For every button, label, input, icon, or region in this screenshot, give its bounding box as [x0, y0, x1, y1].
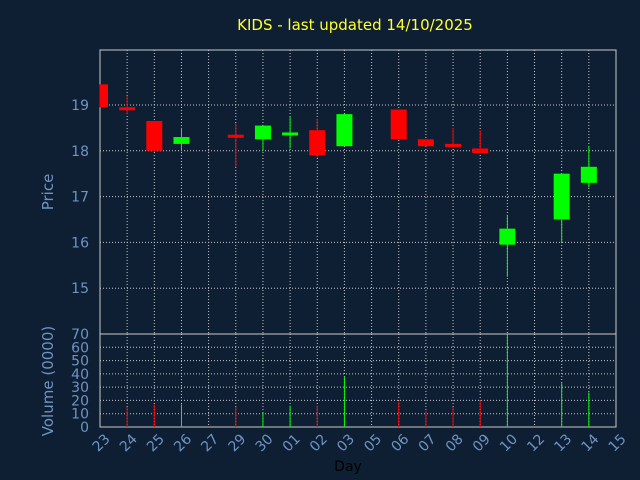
- price-tick-label: 17: [71, 190, 89, 206]
- x-axis-label: Day: [334, 459, 362, 475]
- candle-body: [119, 107, 136, 111]
- x-tick-label: 12: [524, 431, 548, 455]
- x-tick-label: 02: [307, 431, 331, 455]
- volume-tick-label: 60: [71, 340, 89, 356]
- volume-tick-label: 40: [71, 367, 89, 383]
- candle-body: [417, 139, 434, 147]
- x-tick-label: 10: [497, 431, 521, 455]
- volume-panel-frame: [99, 333, 617, 428]
- volume-tick-label: 30: [71, 380, 89, 396]
- candle-body: [390, 109, 407, 140]
- volume-tick-label: 10: [71, 407, 89, 423]
- candle-body: [146, 121, 163, 151]
- price-grid: [99, 49, 617, 335]
- x-tick-label: 08: [443, 431, 467, 455]
- candle-body: [553, 173, 570, 220]
- candle-body: [100, 84, 108, 108]
- volume-bars: [126, 334, 590, 427]
- candles: [99, 84, 597, 277]
- candle-body: [254, 125, 271, 140]
- x-tick-label: 01: [280, 431, 304, 455]
- price-tick-label: 15: [71, 281, 89, 297]
- candle-body: [173, 137, 190, 144]
- volume-tick-label: 0: [80, 420, 89, 436]
- x-tick-label: 23: [90, 431, 114, 455]
- candle-body: [227, 134, 244, 138]
- x-tick-label: 09: [470, 431, 494, 455]
- chart-title: KIDS - last updated 14/10/2025: [237, 16, 473, 34]
- candle-body: [445, 143, 462, 147]
- price-tick-labels: 15 16 17 18 19: [71, 98, 89, 297]
- price-tick-label: 16: [71, 235, 89, 251]
- x-tick-label: 13: [551, 431, 575, 455]
- x-tick-label: 06: [388, 431, 412, 455]
- x-tick-label: 25: [144, 431, 168, 455]
- x-tick-label: 03: [334, 431, 358, 455]
- x-tick-label: 30: [253, 431, 277, 455]
- x-tick-label: 05: [361, 431, 385, 455]
- candle-body: [499, 228, 516, 245]
- price-axis-label: Price: [39, 174, 57, 211]
- price-tick-label: 18: [71, 144, 89, 160]
- candle-body: [309, 130, 326, 156]
- candle-body: [336, 114, 353, 147]
- x-tick-label: 27: [198, 431, 222, 455]
- x-tick-label: 07: [416, 431, 440, 455]
- x-tick-label: 26: [171, 431, 195, 455]
- x-tick-label: 14: [579, 431, 603, 455]
- volume-tick-label: 70: [71, 327, 89, 343]
- x-tick-label: 24: [117, 431, 141, 455]
- x-tick-label: 29: [225, 431, 249, 455]
- volume-grid: [99, 333, 617, 428]
- price-tick-label: 19: [71, 98, 89, 114]
- candle-body: [580, 166, 597, 183]
- candle-body: [472, 148, 489, 154]
- volume-tick-label: 20: [71, 393, 89, 409]
- volume-tick-label: 50: [71, 354, 89, 370]
- x-tick-labels: 23 24 25 26 27 29 30 01 02 03 05 06 07 08 09 10 12 13 14 15: [90, 431, 630, 455]
- volume-axis-label: Volume (0000): [39, 326, 57, 436]
- x-tick-label: 15: [606, 431, 630, 455]
- price-panel-frame: [99, 49, 617, 335]
- candle-body: [282, 132, 299, 136]
